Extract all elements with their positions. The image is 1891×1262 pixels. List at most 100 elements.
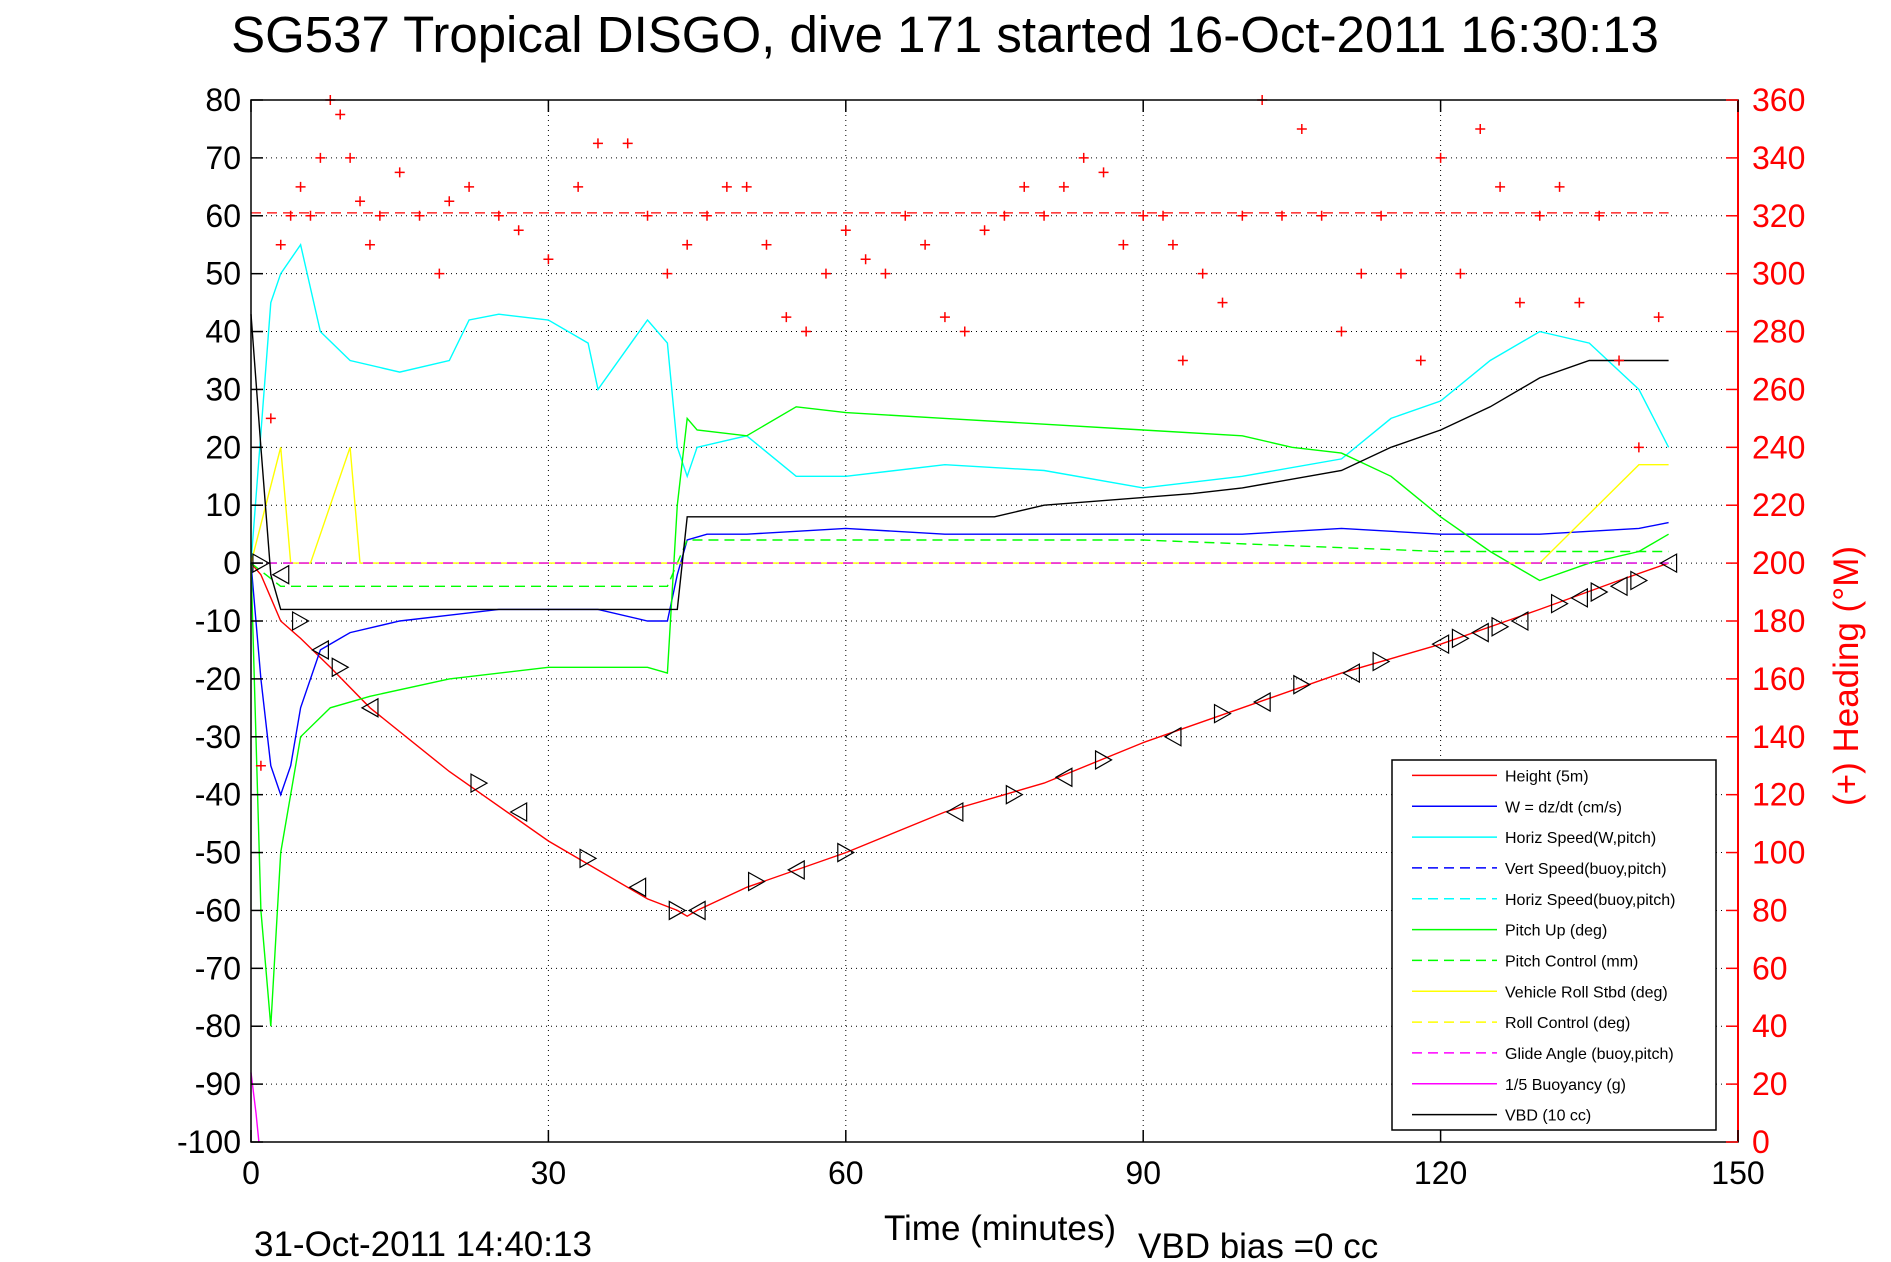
heading-point xyxy=(493,210,504,221)
y-right-tick-label: 280 xyxy=(1752,314,1805,350)
heading-point xyxy=(1118,239,1129,250)
legend-label-8: Roll Control (deg) xyxy=(1505,1015,1630,1032)
heading-point xyxy=(1177,355,1188,366)
heading-point xyxy=(1395,268,1406,279)
y-right-tick-label: 240 xyxy=(1752,429,1805,465)
y-tick-label: -10 xyxy=(195,603,241,639)
triangle-marker xyxy=(1630,570,1649,591)
heading-point xyxy=(979,225,990,236)
heading-point xyxy=(1039,210,1050,221)
heading-point xyxy=(801,326,812,337)
heading-point xyxy=(444,196,455,207)
heading-point xyxy=(1058,181,1069,192)
heading-point xyxy=(1614,355,1625,366)
legend-label-5: Pitch Up (deg) xyxy=(1505,923,1607,940)
right-axis-label: (+) Heading (°M) xyxy=(1827,546,1866,806)
series-line-0 xyxy=(250,562,1669,918)
y-tick-label: 50 xyxy=(205,256,241,292)
heading-point xyxy=(1217,297,1228,308)
heading-point xyxy=(1415,355,1426,366)
y-right-tick-label: 100 xyxy=(1752,835,1805,871)
triangle-marker xyxy=(1659,553,1678,574)
heading-point xyxy=(335,109,346,120)
y-tick-label: -50 xyxy=(195,835,241,871)
legend-box xyxy=(1391,759,1717,1131)
triangle-marker xyxy=(1431,634,1450,655)
triangle-marker xyxy=(1451,628,1470,649)
series-layer xyxy=(250,95,1678,1143)
heading-point xyxy=(642,210,653,221)
heading-point xyxy=(543,254,554,265)
heading-point xyxy=(1019,181,1030,192)
y-tick-label: -40 xyxy=(195,777,241,813)
y-right-tick-label: 120 xyxy=(1752,777,1805,813)
y-tick-label: 60 xyxy=(205,198,241,234)
legend-label-9: Glide Angle (buoy,pitch) xyxy=(1505,1046,1674,1063)
heading-point xyxy=(1475,123,1486,134)
axes: 0 30 60 90 120 15080706050403020100-10-20-30-… xyxy=(177,82,1805,1191)
y-tick-label: -20 xyxy=(195,661,241,697)
y-right-tick-label: 0 xyxy=(1752,1124,1770,1160)
y-tick-label: 40 xyxy=(205,314,241,350)
heading-point xyxy=(820,268,831,279)
heading-point xyxy=(1435,152,1446,163)
heading-point xyxy=(1237,210,1248,221)
heading-point xyxy=(573,181,584,192)
triangle-marker xyxy=(687,900,706,921)
y-tick-label: -60 xyxy=(195,892,241,928)
y-tick-label: 80 xyxy=(205,82,241,118)
heading-point xyxy=(1455,268,1466,279)
y-right-tick-label: 40 xyxy=(1752,1008,1788,1044)
heading-point xyxy=(295,181,306,192)
heading-point xyxy=(761,239,772,250)
heading-point xyxy=(860,254,871,265)
heading-point xyxy=(305,210,316,221)
heading-point xyxy=(781,312,792,323)
triangle-marker xyxy=(1054,767,1073,788)
heading-point xyxy=(1098,167,1109,178)
legend-label-3: Vert Speed(buoy,pitch) xyxy=(1505,861,1667,878)
y-right-tick-label: 220 xyxy=(1752,487,1805,523)
triangle-marker xyxy=(1609,576,1628,597)
y-tick-label: -70 xyxy=(195,950,241,986)
legend-label-0: Height (5m) xyxy=(1505,768,1589,785)
triangle-marker xyxy=(1094,749,1113,770)
heading-point xyxy=(1376,210,1387,221)
heading-point xyxy=(1158,210,1169,221)
heading-point xyxy=(900,210,911,221)
x-tick-label: 120 xyxy=(1414,1155,1467,1191)
heading-point xyxy=(374,210,385,221)
heading-point xyxy=(434,268,445,279)
triangle-marker xyxy=(1342,663,1360,684)
series-line-6 xyxy=(250,539,1669,587)
triangle-marker xyxy=(331,657,350,678)
heading-point xyxy=(275,239,286,250)
heading-point xyxy=(880,268,891,279)
series-line-2 xyxy=(250,242,1670,564)
heading-point xyxy=(414,210,425,221)
heading-point xyxy=(1356,268,1367,279)
y-right-tick-label: 60 xyxy=(1752,950,1788,986)
heading-point xyxy=(939,312,950,323)
y-right-tick-label: 200 xyxy=(1752,545,1805,581)
heading-point xyxy=(355,196,366,207)
heading-point xyxy=(315,152,326,163)
heading-point xyxy=(741,181,752,192)
triangle-marker xyxy=(837,842,856,863)
heading-point xyxy=(1633,442,1644,453)
triangle-marker xyxy=(470,773,489,794)
triangle-marker xyxy=(1570,587,1588,608)
legend: Height (5m) W = dz/dt (cm/s) Horiz Speed(W… xyxy=(1391,759,1717,1131)
triangle-marker xyxy=(291,610,310,632)
footer-timestamp: 31-Oct-2011 14:40:13 xyxy=(254,1225,592,1262)
triangle-marker xyxy=(1590,582,1609,603)
heading-point xyxy=(285,210,296,221)
y-tick-label: -100 xyxy=(177,1124,241,1160)
heading-point xyxy=(1197,268,1208,279)
heading-point xyxy=(682,239,693,250)
triangle-marker xyxy=(1005,784,1024,805)
y-right-tick-label: 180 xyxy=(1752,603,1805,639)
y-tick-label: -90 xyxy=(195,1066,241,1102)
series-line-1 xyxy=(250,521,1669,797)
